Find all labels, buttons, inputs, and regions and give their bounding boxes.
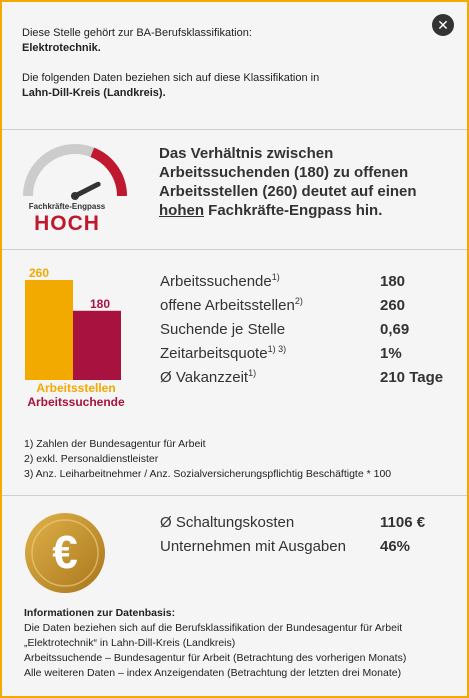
stat-value: 1% — [380, 345, 402, 362]
gauge-needle — [72, 181, 101, 199]
bar-value-label: 260 — [29, 266, 49, 280]
region-name: Lahn-Dill-Kreis (Landkreis). — [22, 87, 166, 99]
footnote-ref: 1) — [271, 272, 280, 282]
stat-value: 0,69 — [380, 321, 410, 338]
info-line: Arbeitssuchende – Bundesagentur für Arbe… — [24, 652, 407, 664]
stat-label: Suchende je Stelle — [160, 321, 285, 338]
footnote-1: 1) Zahlen der Bundesagentur für Arbeit — [24, 438, 206, 450]
stat-row: Ø Vakanzzeit1) 210 Tage — [160, 369, 460, 389]
stat-row: Arbeitssuchende1) 180 — [160, 273, 460, 293]
bar-value-label: 180 — [90, 297, 110, 311]
info-title: Informationen zur Datenbasis: — [24, 607, 176, 619]
info-line: Die Daten beziehen sich auf die Berufskl… — [24, 622, 403, 634]
stat-row: offene Arbeitsstellen2) 260 — [160, 297, 460, 317]
stat-row: Suchende je Stelle 0,69 — [160, 321, 460, 341]
summary-text-2: Fachkräfte-Engpass hin. — [208, 202, 383, 219]
intro-line-2: Die folgenden Daten beziehen sich auf di… — [22, 72, 320, 84]
classification-name: Elektrotechnik. — [22, 42, 101, 54]
footnote-ref: 2) — [294, 296, 303, 306]
bar-arbeitsstellen — [25, 280, 73, 380]
gauge-hub — [71, 192, 79, 200]
cost-label: Ø Schaltungskosten — [160, 514, 295, 531]
legend-label: Arbeitssuchende — [27, 395, 125, 409]
stat-label: offene Arbeitsstellen2) — [160, 296, 303, 315]
stat-label-text: Zeitarbeitsquote — [160, 345, 268, 362]
stat-label-text: Suchende je Stelle — [160, 321, 286, 338]
stat-value: 210 Tage — [380, 369, 444, 386]
close-icon[interactable]: ✕ — [432, 14, 454, 36]
cost-value: 1106 € — [380, 514, 426, 531]
gauge-high-segment — [90, 147, 127, 197]
stat-label-text: Ø Vakanzzeit — [160, 369, 249, 386]
gauge-icon — [23, 144, 127, 200]
euro-coin-icon: € — [25, 513, 105, 593]
info-line: Alle weiteren Daten – index Anzeigendate… — [24, 667, 402, 679]
cost-label: Unternehmen mit Ausgaben — [160, 538, 346, 555]
legend-label: Arbeitsstellen — [36, 381, 115, 395]
stat-value: 180 — [380, 273, 406, 290]
footnote-2: 2) exkl. Personaldienstleister — [24, 453, 159, 465]
stat-label: Ø Vakanzzeit1) — [160, 368, 257, 387]
footnote-3: 3) Anz. Leiharbeitnehmer / Anz. Sozialve… — [24, 468, 392, 480]
divider — [2, 249, 467, 250]
stat-label: Zeitarbeitsquote1) 3) — [160, 344, 287, 363]
summary-emphasis: hohen — [159, 202, 204, 219]
bar-arbeitssuchende — [73, 310, 121, 380]
summary-text-1: Das Verhältnis zwischen Arbeitssuchenden… — [159, 145, 417, 200]
cost-value: 46% — [380, 538, 411, 555]
stat-value: 260 — [380, 297, 406, 314]
footnote-ref: 1) — [248, 368, 257, 378]
shortage-summary: Das Verhältnis zwischen Arbeitssuchenden… — [159, 144, 459, 220]
footnotes: 1) Zahlen der Bundesagentur für Arbeit 2… — [24, 437, 454, 482]
euro-symbol: € — [52, 526, 78, 578]
data-basis-info: Informationen zur Datenbasis: Die Daten … — [24, 606, 464, 681]
divider — [2, 129, 467, 130]
info-line: „Elektrotechnik“ in Lahn-Dill-Kreis (Lan… — [24, 637, 236, 649]
intro-line-1: Diese Stelle gehört zur BA-Berufsklassif… — [22, 27, 252, 39]
stat-label-text: Arbeitssuchende — [160, 273, 272, 290]
stat-label: Arbeitssuchende1) — [160, 272, 280, 291]
stat-row: Zeitarbeitsquote1) 3) 1% — [160, 345, 460, 365]
gauge-label: Fachkräfte-Engpass — [28, 202, 106, 211]
stat-label-text: offene Arbeitsstellen — [160, 297, 295, 314]
shortage-level: HOCH — [34, 212, 100, 235]
divider — [2, 495, 467, 496]
intro-text: Diese Stelle gehört zur BA-Berufsklassif… — [22, 26, 422, 101]
jobs-vs-seekers-chart: 260 Arbeitsstellen 180 Arbeitssuchende — [25, 266, 125, 409]
footnote-ref: 1) 3) — [267, 344, 287, 354]
